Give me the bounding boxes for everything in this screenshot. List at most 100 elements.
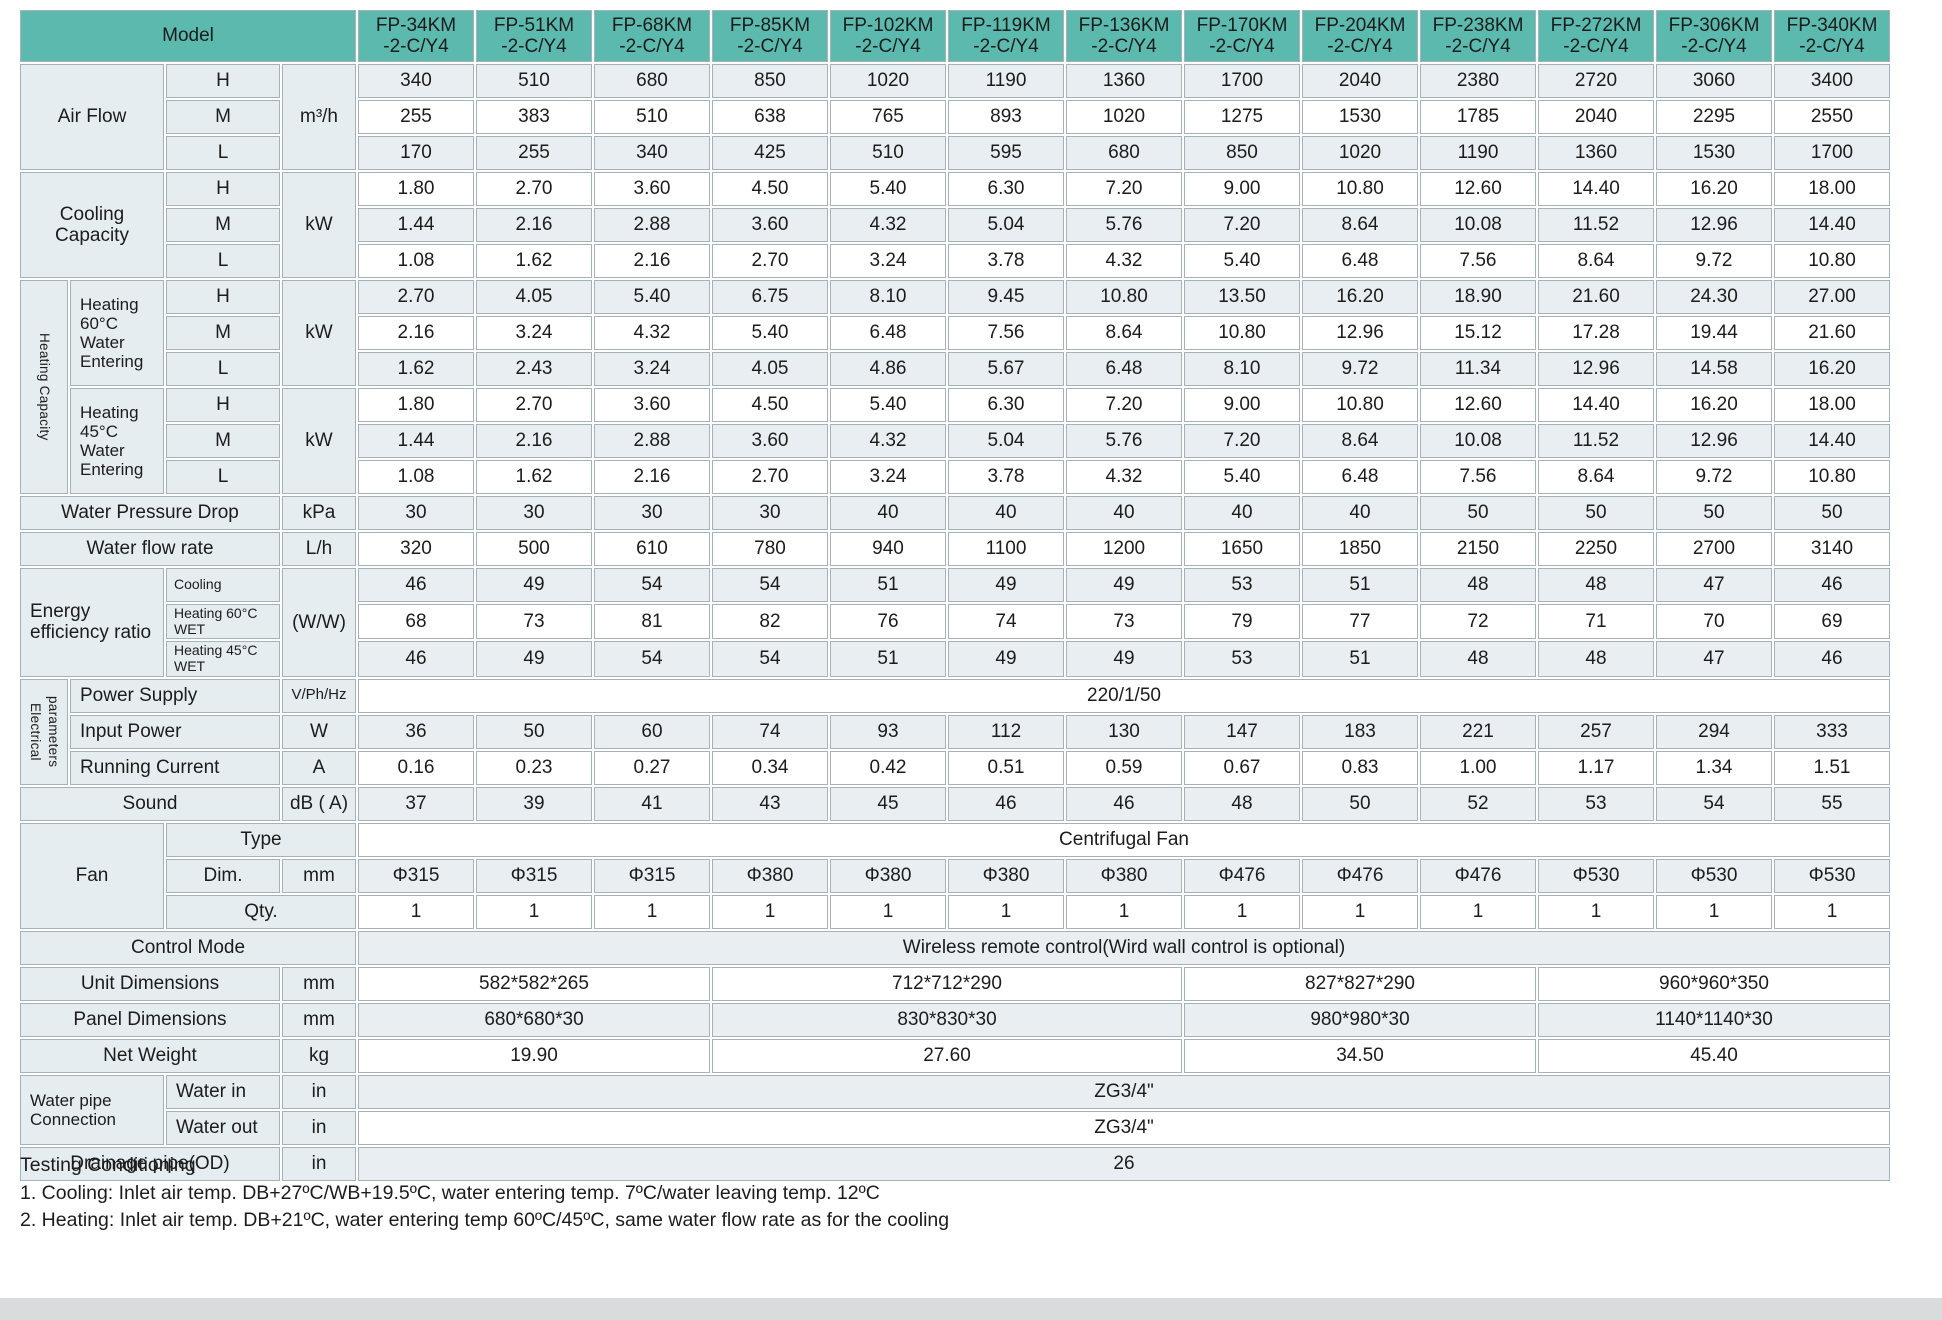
heating60-h-value: 21.60 (1538, 280, 1654, 314)
fan-qty-value: 1 (1656, 894, 1772, 929)
fan-dim-value: Φ380 (830, 858, 946, 893)
eer-heating-60-value: 68 (358, 604, 474, 640)
heating60-m-value: 2.16 (358, 316, 474, 350)
model-name-cell: FP-238KM -2-C/Y4 (1420, 10, 1536, 62)
label-cell: Input Power (70, 714, 280, 749)
air-flow-m-value: 1020 (1066, 100, 1182, 134)
heating-capacity-vertical-label: Heating Capacity (20, 280, 68, 494)
footer-title: Testing Conditioning (20, 1154, 196, 1176)
water-in-value: ZG3/4" (358, 1074, 1890, 1109)
model-name-cell: FP-34KM -2-C/Y4 (358, 10, 474, 62)
fan-dim-value: Φ530 (1774, 858, 1890, 893)
air-flow-h-value: 2040 (1302, 64, 1418, 98)
model-name-cell: FP-306KM -2-C/Y4 (1656, 10, 1772, 62)
water-pressure-drop-value: 30 (358, 496, 474, 530)
fan-qty-value: 1 (830, 894, 946, 929)
cooling-h-value: 16.20 (1656, 172, 1772, 206)
heating45-l-value: 4.32 (1066, 460, 1182, 494)
cooling-m-value: 7.20 (1184, 208, 1300, 242)
eer-cooling-value: 51 (830, 568, 946, 602)
input-power-value: 257 (1538, 714, 1654, 749)
cooling-l-value: 1.08 (358, 244, 474, 278)
sound-value: 48 (1184, 786, 1300, 821)
heating60-m-value: 5.40 (712, 316, 828, 350)
air-flow-m-row: M 255 383 510 638 765 893 1020 1275 1530 1785 2040 2… (20, 100, 1890, 134)
eer-cooling-row: Energy efficiency ratio Cooling (W/W) 46 49 5… (20, 568, 1890, 677)
cooling-l-value: 6.48 (1302, 244, 1418, 278)
eer-cooling-value: 48 (1538, 568, 1654, 602)
running-current-value: 0.23 (476, 750, 592, 785)
sound-value: 55 (1774, 786, 1890, 821)
eer-cooling-value: 53 (1184, 568, 1300, 602)
model-name-cell: FP-272KM -2-C/Y4 (1538, 10, 1654, 62)
unit-cell: kW (282, 280, 356, 386)
air-flow-l-value: 255 (476, 136, 592, 170)
air-flow-m-value: 2295 (1656, 100, 1772, 134)
eer-heating-60-value: 70 (1656, 604, 1772, 640)
air-flow-l-value: 1020 (1302, 136, 1418, 170)
sound-value: 45 (830, 786, 946, 821)
net-weight-value: 27.60 (712, 1038, 1182, 1073)
label-cell: Water flow rate (20, 532, 280, 566)
heating45-m-value: 1.44 (358, 424, 474, 458)
fan-qty-value: 1 (358, 894, 474, 929)
heating45-l-value: 5.40 (1184, 460, 1300, 494)
heating60-m-value: 8.64 (1066, 316, 1182, 350)
air-flow-l-value: 425 (712, 136, 828, 170)
electrical-parameters-vertical-label-text: Electrical parameters (28, 696, 62, 768)
water-flow-rate-value: 2250 (1538, 532, 1654, 566)
heating60-l-value: 1.62 (358, 352, 474, 386)
sublabel-cell: Cooling (166, 568, 280, 602)
heating45-h-value: 4.50 (712, 388, 828, 422)
water-pressure-drop-value: 30 (476, 496, 592, 530)
unit-cell: kg (282, 1038, 356, 1073)
sound-value: 54 (1656, 786, 1772, 821)
power-supply-value: 220/1/50 (358, 678, 1890, 713)
air-flow-l-value: 680 (1066, 136, 1182, 170)
unit-cell: A (282, 750, 356, 785)
label-cell: Drainage pipe(OD) (20, 1146, 280, 1181)
footer-note-cooling: 1. Cooling: Inlet air temp. DB+27ºC/WB+1… (20, 1181, 880, 1204)
spec-table: Model FP-34KM -2-C/Y4 FP-51KM -2-C/Y4 FP-68… (18, 8, 1892, 1183)
heating60-l-value: 2.43 (476, 352, 592, 386)
heating60-l-value: 5.67 (948, 352, 1064, 386)
running-current-value: 0.34 (712, 750, 828, 785)
cooling-h-value: 6.30 (948, 172, 1064, 206)
electrical-parameters-vertical-label: Electrical parameters (20, 678, 68, 785)
air-flow-l-value: 340 (594, 136, 710, 170)
heating60-m-value: 7.56 (948, 316, 1064, 350)
heating60-h-value: 9.45 (948, 280, 1064, 314)
eer-label: Energy efficiency ratio (20, 568, 164, 677)
model-header-cell: Model (20, 10, 356, 62)
model-header-row: Model FP-34KM -2-C/Y4 FP-51KM -2-C/Y4 FP-68… (20, 10, 1890, 62)
heating45-h-value: 10.80 (1302, 388, 1418, 422)
heating60-m-value: 12.96 (1302, 316, 1418, 350)
sound-value: 39 (476, 786, 592, 821)
fan-qty-value: 1 (1066, 894, 1182, 929)
eer-heating-45-value: 48 (1538, 641, 1654, 677)
fan-type-row: Fan Type Centrifugal Fan (20, 822, 1890, 929)
sound-value: 53 (1538, 786, 1654, 821)
cooling-l-value: 7.56 (1420, 244, 1536, 278)
heating60-l-value: 8.10 (1184, 352, 1300, 386)
water-flow-rate-value: 500 (476, 532, 592, 566)
cooling-m-value: 11.52 (1538, 208, 1654, 242)
running-current-value: 1.00 (1420, 750, 1536, 785)
cooling-l-value: 9.72 (1656, 244, 1772, 278)
eer-cooling-value: 54 (712, 568, 828, 602)
unit-cell: m³/h (282, 64, 356, 170)
label-cell: Sound (20, 786, 280, 821)
water-flow-rate-value: 2150 (1420, 532, 1536, 566)
air-flow-l-value: 1360 (1538, 136, 1654, 170)
cooling-h-value: 1.80 (358, 172, 474, 206)
sound-value: 52 (1420, 786, 1536, 821)
running-current-value: 0.42 (830, 750, 946, 785)
heating60-h-value: 4.05 (476, 280, 592, 314)
sound-value: 41 (594, 786, 710, 821)
heating60-l-value: 14.58 (1656, 352, 1772, 386)
fan-qty-value: 1 (948, 894, 1064, 929)
eer-heating-45-value: 54 (594, 641, 710, 677)
